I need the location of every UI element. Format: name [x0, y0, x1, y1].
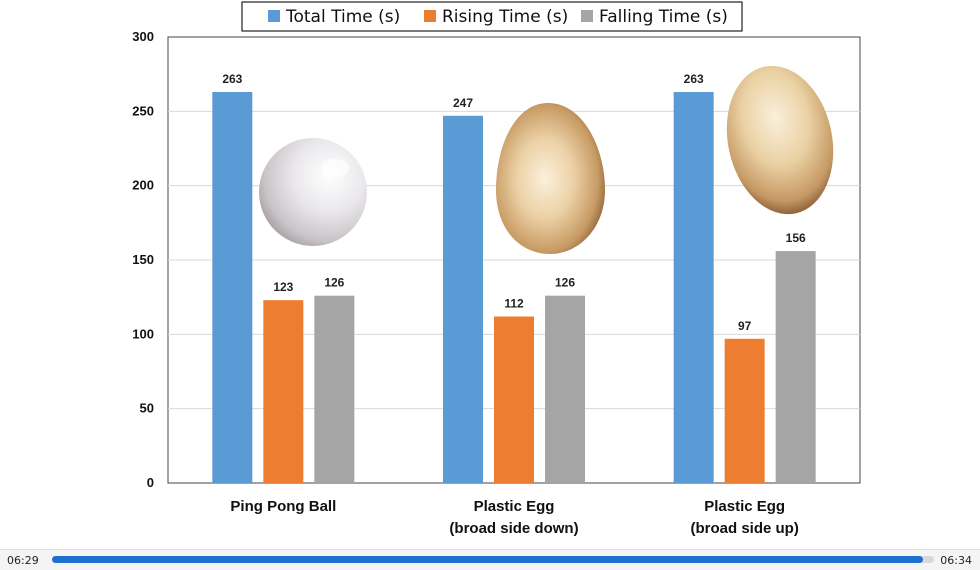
data-label-rising-0: 123 [273, 280, 293, 294]
data-label-total-0: 263 [222, 72, 242, 86]
elapsed-time: 06:29 [7, 554, 39, 567]
data-label-falling-0: 126 [324, 276, 344, 290]
bars: 263 123 126 247 112 126 263 97 156 [212, 72, 816, 484]
y-tick-label: 300 [132, 29, 154, 44]
progress-slider[interactable] [52, 556, 934, 563]
images [259, 65, 834, 254]
bar-total-2 [673, 92, 714, 484]
plastic-egg-image [496, 103, 605, 254]
bar-total-1 [443, 115, 483, 483]
bar-falling-1 [545, 295, 585, 483]
y-tick-label: 150 [132, 252, 154, 267]
y-tick-label: 100 [132, 326, 154, 341]
plastic-egg-tilted-image [726, 65, 834, 215]
y-tick-label: 250 [132, 103, 154, 118]
y-tick-label: 50 [140, 401, 154, 416]
bar-rising-0 [263, 300, 304, 483]
bar-falling-0 [314, 295, 355, 483]
data-label-rising-1: 112 [504, 296, 524, 310]
x-category-label: (broad side up) [690, 520, 798, 537]
total-time: 06:34 [940, 554, 972, 567]
legend-frame [241, 1, 743, 32]
legend-label-total: Total Time (s) [285, 7, 400, 27]
bar-falling-2 [775, 251, 816, 483]
x-category-label: (broad side down) [449, 520, 578, 537]
legend-label-rising: Rising Time (s) [442, 7, 568, 27]
legend-swatch-total [268, 10, 280, 22]
legend-label-falling: Falling Time (s) [599, 7, 728, 27]
bar-rising-2 [724, 338, 765, 483]
data-label-rising-2: 97 [738, 319, 752, 333]
y-tick-label: 0 [147, 475, 154, 490]
bar-total-0 [212, 92, 253, 484]
y-tick-label: 200 [132, 178, 154, 193]
x-category-label: Ping Pong Ball [230, 498, 336, 515]
data-label-falling-2: 156 [786, 231, 806, 245]
data-label-falling-1: 126 [555, 276, 575, 290]
data-label-total-2: 263 [684, 72, 704, 86]
ping-pong-ball-image [259, 138, 367, 246]
x-category-label: Plastic Egg [474, 498, 555, 515]
data-label-total-1: 247 [453, 96, 473, 110]
y-axis: 0 50 100 150 200 250 300 [132, 29, 154, 490]
bar-rising-1 [494, 316, 534, 483]
legend-swatch-rising [424, 10, 436, 22]
legend: Total Time (s) Rising Time (s) Falling T… [241, 1, 743, 32]
media-player-bar: 06:29 06:34 [0, 549, 980, 570]
chart: Total Time (s) Rising Time (s) Falling T… [132, 1, 861, 537]
progress-fill [52, 556, 923, 563]
x-category-label: Plastic Egg [704, 498, 785, 515]
category-labels: Ping Pong Ball Plastic Egg (broad side dow… [230, 498, 798, 537]
legend-swatch-falling [581, 10, 593, 22]
